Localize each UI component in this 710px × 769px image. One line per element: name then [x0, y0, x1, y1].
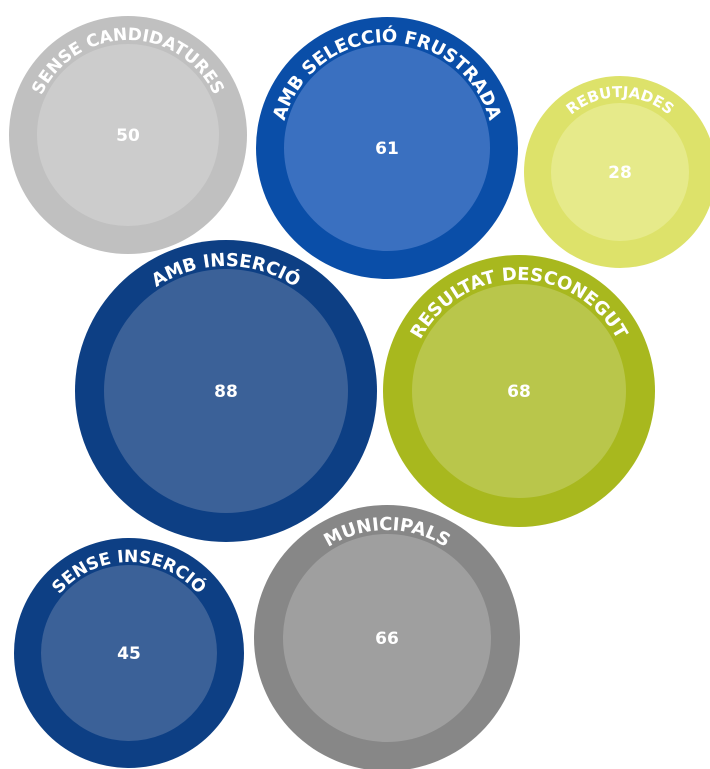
bubble-inner-rebutjades [551, 103, 689, 241]
bubble-value-resultat-desconegut: 68 [507, 382, 531, 402]
bubble-value-municipals: 66 [375, 629, 399, 649]
bubble-inner-sense-candidatures [37, 44, 219, 226]
bubble-value-amb-seleccio-frustrada: 61 [375, 139, 399, 159]
bubble-value-amb-insercio: 88 [214, 382, 238, 402]
bubble-inner-amb-insercio [104, 269, 348, 513]
bubble-value-rebutjades: 28 [608, 163, 632, 183]
bubble-inner-resultat-desconegut [412, 284, 626, 498]
bubble-value-sense-candidatures: 50 [116, 126, 140, 146]
bubble-inner-municipals [283, 534, 491, 742]
bubble-inner-sense-insercio [41, 565, 217, 741]
bubble-inner-amb-seleccio-frustrada [284, 45, 490, 251]
bubble-value-sense-insercio: 45 [117, 644, 141, 664]
